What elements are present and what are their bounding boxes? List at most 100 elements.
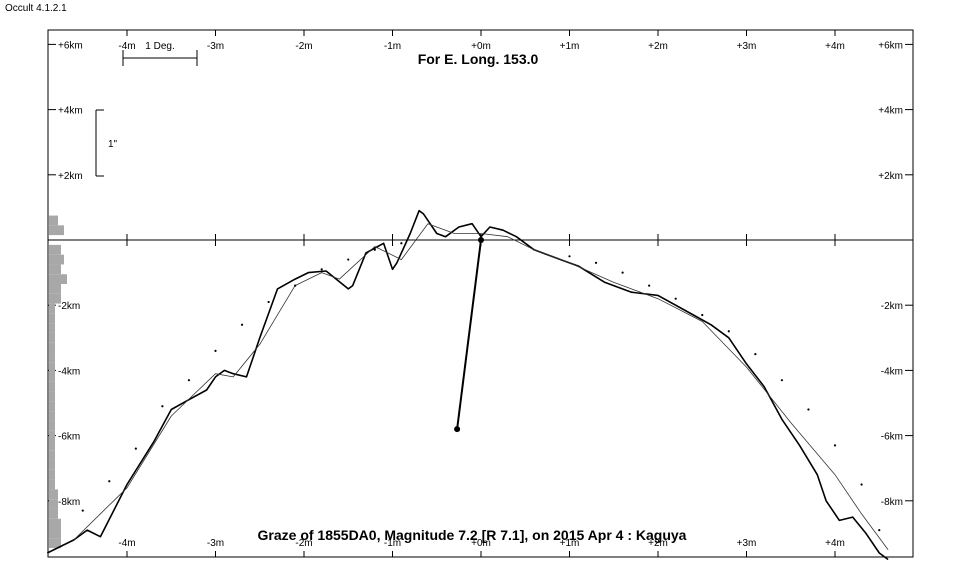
y-tick-label-left: -8km [58, 497, 80, 508]
histogram-bar [49, 489, 58, 500]
histogram-bar [49, 313, 55, 324]
degree-scale-bar: 1 Deg. [122, 41, 198, 66]
x-tick-label-bottom: -1m [384, 538, 401, 549]
limb-dot [134, 447, 137, 450]
limb-dot [81, 509, 84, 512]
limb-dot [347, 258, 350, 261]
histogram-bar [49, 460, 55, 470]
histogram-bar [49, 499, 58, 509]
plot-frame [47, 29, 914, 558]
y-tick-label-right: +4km [878, 106, 903, 117]
limb-dot [240, 323, 244, 326]
app-title: Occult 4.1.2.1 [5, 3, 67, 14]
chart-title: For E. Long. 153.0 [418, 51, 539, 67]
limb-dot [320, 268, 323, 271]
limb-dot [267, 300, 270, 304]
y-tick-label-left: +4km [58, 106, 83, 117]
limb-dot [648, 284, 651, 287]
limb-dot [294, 284, 297, 287]
limb-dot [400, 242, 403, 245]
x-tick-label-bottom: -3m [207, 538, 224, 549]
y-tick-label-left: +6km [58, 40, 83, 51]
histogram-bar [49, 303, 55, 314]
limb-dot [780, 379, 784, 382]
limb-dot [878, 529, 881, 532]
histogram-bar [49, 391, 55, 402]
arcsec-scale-label: 1" [108, 139, 118, 150]
limb-dot [754, 353, 757, 356]
limb-dot [701, 313, 704, 317]
y-tick-label-right: +2km [878, 171, 903, 182]
histogram-bar [49, 254, 64, 265]
histogram-bar [49, 372, 55, 382]
histogram-bar [49, 538, 61, 549]
histogram-bar [49, 244, 61, 255]
histogram-bar [49, 352, 55, 363]
limb-dot [674, 297, 677, 300]
x-tick-label-top: -2m [295, 41, 312, 52]
histogram-bar [49, 528, 61, 539]
histogram-bar [49, 381, 55, 392]
x-tick-label-bottom: +3m [737, 538, 757, 549]
observer-point [454, 426, 461, 433]
arcsec-scale-bar: 1" [95, 109, 118, 177]
x-tick-label-top: -1m [384, 41, 401, 52]
x-tick-label-top: +2m [648, 41, 668, 52]
y-tick-label-left: +2km [58, 171, 83, 182]
histogram-bar [49, 293, 61, 304]
histogram-bar [49, 215, 58, 226]
histogram-bar [49, 518, 61, 529]
histogram-bar [49, 342, 55, 353]
y-tick-label-left: -2km [58, 301, 80, 312]
limb-dot [860, 483, 863, 486]
limb-dot [214, 349, 217, 352]
histogram-bar [49, 469, 55, 480]
histogram-bar [49, 479, 55, 490]
series-profile-smooth [73, 223, 889, 550]
limb-dot [594, 261, 598, 264]
x-tick-label-top: -3m [207, 41, 224, 52]
x-tick-label-bottom: -2m [295, 538, 312, 549]
histogram-bar [49, 450, 55, 461]
x-tick-label-bottom: +4m [825, 538, 845, 549]
histogram-bar [49, 264, 61, 275]
degree-scale-label: 1 Deg. [145, 41, 174, 52]
histogram-bar [49, 411, 55, 421]
y-tick-label-right: +6km [878, 40, 903, 51]
x-tick-label-top: -4m [118, 41, 135, 52]
limb-dot [373, 248, 376, 251]
x-tick-label-top: +4m [825, 41, 845, 52]
chart-subtitle: Graze of 1855DA0, Magnitude 7.2 [R 7.1],… [258, 527, 687, 543]
y-tick-label-left: -4km [58, 366, 80, 377]
limb-dot [568, 255, 571, 258]
histogram-bar [49, 274, 67, 285]
histogram-bar [49, 323, 55, 333]
limb-dot [108, 480, 111, 483]
y-tick-label-right: -8km [881, 497, 903, 508]
observer-path-line [456, 239, 482, 430]
limb-dot [727, 330, 730, 333]
histogram-bar [49, 332, 55, 343]
histogram-bar [49, 508, 58, 519]
histogram-bar [49, 401, 55, 412]
series-profile-detailed [46, 209, 889, 561]
y-tick-label-right: -4km [881, 366, 903, 377]
histogram-bar [49, 430, 55, 441]
x-tick-label-top: +0m [471, 41, 491, 52]
x-tick-label-bottom: +1m [560, 538, 580, 549]
histogram-bar [49, 284, 61, 294]
x-tick-label-top: +3m [737, 41, 757, 52]
limb-dot [187, 379, 191, 382]
limb-dot [807, 408, 810, 411]
histogram-bar [49, 225, 64, 236]
histogram-bar [49, 362, 55, 373]
limb-dot [161, 405, 164, 408]
x-tick-label-top: +1m [560, 41, 580, 52]
y-tick-label-left: -6km [58, 432, 80, 443]
limb-dot [621, 271, 624, 274]
x-tick-label-bottom: +2m [648, 538, 668, 549]
y-tick-label-right: -2km [881, 301, 903, 312]
limb-contact-point [478, 237, 484, 243]
x-tick-label-bottom: +0m [471, 538, 491, 549]
